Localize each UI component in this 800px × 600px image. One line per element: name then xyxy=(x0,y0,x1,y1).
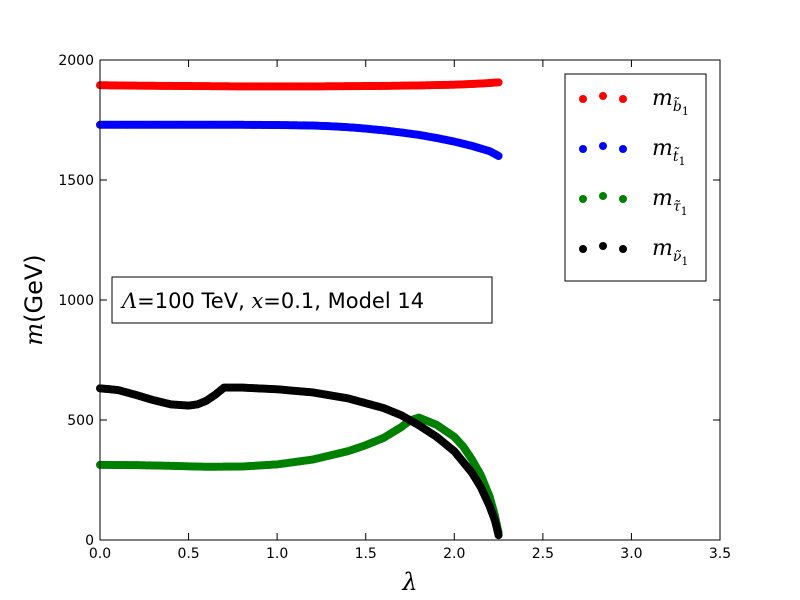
series-1 xyxy=(96,120,503,160)
legend-label-sub: b̃ xyxy=(673,96,682,115)
legend-label: mτ̃1 xyxy=(652,186,688,218)
legend-marker xyxy=(579,145,587,153)
annotation-part: 100 xyxy=(155,289,195,313)
legend-marker xyxy=(579,95,587,103)
y-axis-label-var: m xyxy=(20,323,48,346)
x-tick-label: 3.0 xyxy=(620,546,642,562)
legend-marker xyxy=(599,192,607,200)
legend-label-sub: t̃ xyxy=(673,146,680,165)
y-tick-label: 1500 xyxy=(58,173,94,189)
legend-marker xyxy=(619,195,627,203)
legend-label-sub: ν̃ xyxy=(673,249,682,265)
annotation-part: = xyxy=(137,289,155,313)
legend-item: mb̃1 xyxy=(579,86,689,118)
y-tick-label: 1000 xyxy=(58,293,94,309)
y-tick-label: 2000 xyxy=(58,53,94,69)
legend-marker xyxy=(619,145,627,153)
series-1-point xyxy=(494,152,503,160)
legend-label-base: m xyxy=(652,86,673,111)
y-tick-label: 500 xyxy=(67,413,94,429)
x-tick-label: 0.5 xyxy=(177,546,199,562)
legend-label: mν̃1 xyxy=(652,236,688,268)
annotation-part: x xyxy=(251,289,263,313)
x-tick-label: 3.5 xyxy=(709,546,731,562)
x-tick-label: 1.0 xyxy=(266,546,288,562)
legend-marker xyxy=(619,245,627,253)
legend-label-base: m xyxy=(652,136,673,161)
legend-label: mt̃1 xyxy=(652,136,686,168)
y-axis-label-unit: (GeV) xyxy=(20,254,48,323)
legend-marker xyxy=(579,245,587,253)
legend-label-subsub: 1 xyxy=(679,155,686,168)
plot-frame xyxy=(99,59,721,541)
series-0 xyxy=(96,78,503,91)
annotation-text: Λ=100 TeV, x=0.1, Model 14 xyxy=(120,289,424,313)
x-tick-label: 0.0 xyxy=(89,546,111,562)
x-axis-label: λ xyxy=(401,568,417,596)
legend-label: mb̃1 xyxy=(652,86,689,118)
x-tick-label: 2.5 xyxy=(532,546,554,562)
legend-item: mτ̃1 xyxy=(579,186,688,218)
series-3 xyxy=(96,383,503,540)
legend-frame xyxy=(564,73,707,282)
series-0-point xyxy=(494,78,503,87)
legend-label-subsub: 1 xyxy=(681,255,688,268)
x-tick-label: 2.0 xyxy=(443,546,465,562)
legend-label-base: m xyxy=(652,236,673,261)
series-layer xyxy=(96,78,503,540)
legend-item: mν̃1 xyxy=(579,236,688,268)
series-3-point xyxy=(494,531,503,540)
legend-marker xyxy=(619,95,627,103)
annotation-box: Λ=100 TeV, x=0.1, Model 14 xyxy=(111,276,493,324)
x-tick-label: 1.5 xyxy=(355,546,377,562)
annotation-part: Λ xyxy=(120,289,137,313)
legend-label-sub: τ̃ xyxy=(673,199,681,215)
annotation-part: =0.1, Model 14 xyxy=(263,289,424,313)
annotation-part: TeV, xyxy=(195,289,252,313)
legend-marker xyxy=(599,142,607,150)
legend-marker xyxy=(579,195,587,203)
legend-label-subsub: 1 xyxy=(681,205,688,218)
legend-label-base: m xyxy=(652,186,673,211)
legend-label-subsub: 1 xyxy=(682,105,689,118)
legend-marker xyxy=(599,92,607,100)
annotation-frame xyxy=(111,276,493,324)
legend-items: mb̃1mt̃1mτ̃1mν̃1 xyxy=(579,86,689,268)
legend-item: mt̃1 xyxy=(579,136,686,168)
y-tick-label: 0 xyxy=(85,533,94,549)
y-axis-label: m(GeV) xyxy=(20,254,48,345)
legend: mb̃1mt̃1mτ̃1mν̃1 xyxy=(564,73,707,282)
legend-marker xyxy=(599,242,607,250)
